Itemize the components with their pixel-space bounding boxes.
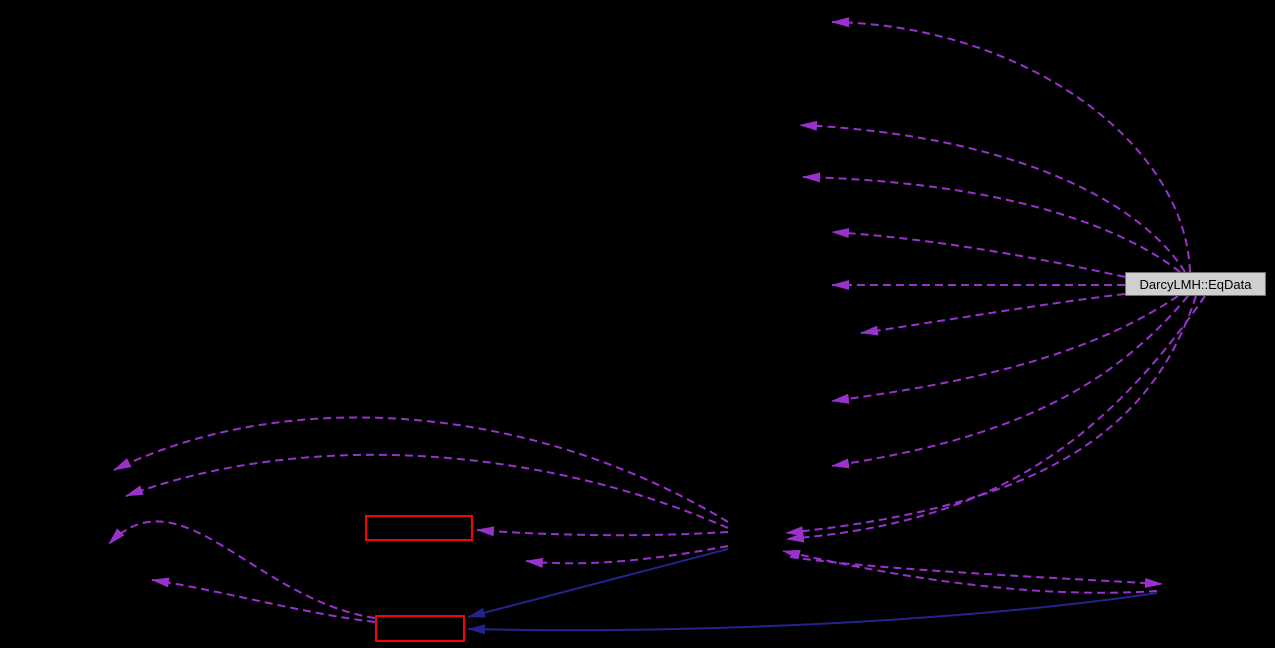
edge-hub-usage-midnode: [525, 545, 729, 568]
edge-eqdata-usage-left-1: [831, 228, 1126, 278]
edge-hub-inherit-rednode2: [467, 548, 729, 618]
edge-hub-usage-bottomright: [789, 556, 1163, 588]
edge-eqdata-usage-top-1: [831, 17, 1191, 273]
edge-hub-usage-rednode1: [476, 526, 729, 537]
edge-eqdata-usage-hub-2: [786, 295, 1206, 543]
edge-bottomright-inherit-rednode2: [467, 592, 1158, 635]
edge-eqdata-usage-hub-1: [785, 295, 1197, 537]
edge-rednode2-usage-farleft-3: [108, 520, 376, 619]
node-darcylmh-eqdata[interactable]: DarcyLMH::EqData: [1125, 272, 1266, 296]
edge-bottomright-usage-hub: [782, 549, 1158, 594]
edge-eqdata-usage-bottom-1: [831, 295, 1179, 404]
edge-rednode2-usage-farleft-4: [151, 577, 376, 623]
highlighted-node-2[interactable]: [375, 615, 465, 642]
edge-eqdata-usage-bottom-2: [831, 295, 1189, 469]
edge-eqdata-usage-left-3: [860, 293, 1126, 336]
edge-eqdata-usage-top-3: [802, 172, 1181, 273]
highlighted-node-1[interactable]: [365, 515, 473, 541]
edge-hub-usage-farleft-1: [113, 416, 729, 523]
edge-eqdata-usage-top-2: [799, 120, 1186, 273]
edge-hub-usage-farleft-2: [125, 453, 729, 529]
